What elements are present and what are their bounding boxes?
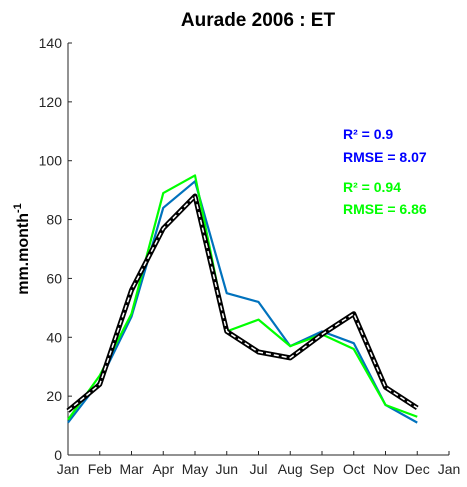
y-tick-label: 80 bbox=[46, 212, 62, 228]
x-tick-label: Jun bbox=[215, 461, 238, 477]
y-tick-label: 60 bbox=[46, 270, 62, 286]
line bbox=[67, 174, 418, 421]
annotation: RMSE = 8.07 bbox=[343, 149, 427, 165]
x-tick-label: Jul bbox=[250, 461, 268, 477]
x-tick-label: Nov bbox=[373, 461, 398, 477]
x-tick-label: Jan bbox=[438, 461, 461, 477]
x-tick-label: Oct bbox=[343, 461, 365, 477]
x-tick-label: May bbox=[182, 461, 208, 477]
y-tick-label: 140 bbox=[39, 35, 63, 51]
x-tick-label: Aug bbox=[278, 461, 303, 477]
line-center bbox=[67, 194, 418, 412]
x-tick-label: Sep bbox=[310, 461, 335, 477]
y-tick-label: 100 bbox=[39, 153, 63, 169]
y-tick-label: 20 bbox=[46, 388, 62, 404]
chart-title: Aurade 2006 : ET bbox=[181, 10, 336, 31]
y-axis-label-main: mm.month bbox=[15, 213, 32, 295]
y-axis-label: mm.month-1 bbox=[12, 203, 32, 295]
x-tick-label: Dec bbox=[405, 461, 430, 477]
x-tick-label: Jan bbox=[57, 461, 80, 477]
y-tick-label: 0 bbox=[54, 447, 62, 463]
x-tick-label: Feb bbox=[88, 461, 112, 477]
x-tick-label: Apr bbox=[152, 461, 174, 477]
line bbox=[66, 193, 419, 413]
y-tick-label: 120 bbox=[39, 94, 63, 110]
x-tick-label: Mar bbox=[119, 461, 143, 477]
y-tick-label: 40 bbox=[46, 329, 62, 345]
annotation: RMSE = 6.86 bbox=[343, 201, 427, 217]
annotation: R² = 0.9 bbox=[343, 126, 393, 142]
line bbox=[67, 180, 418, 424]
annotation: R² = 0.94 bbox=[343, 179, 401, 195]
y-axis-label-sup: -1 bbox=[12, 203, 24, 213]
